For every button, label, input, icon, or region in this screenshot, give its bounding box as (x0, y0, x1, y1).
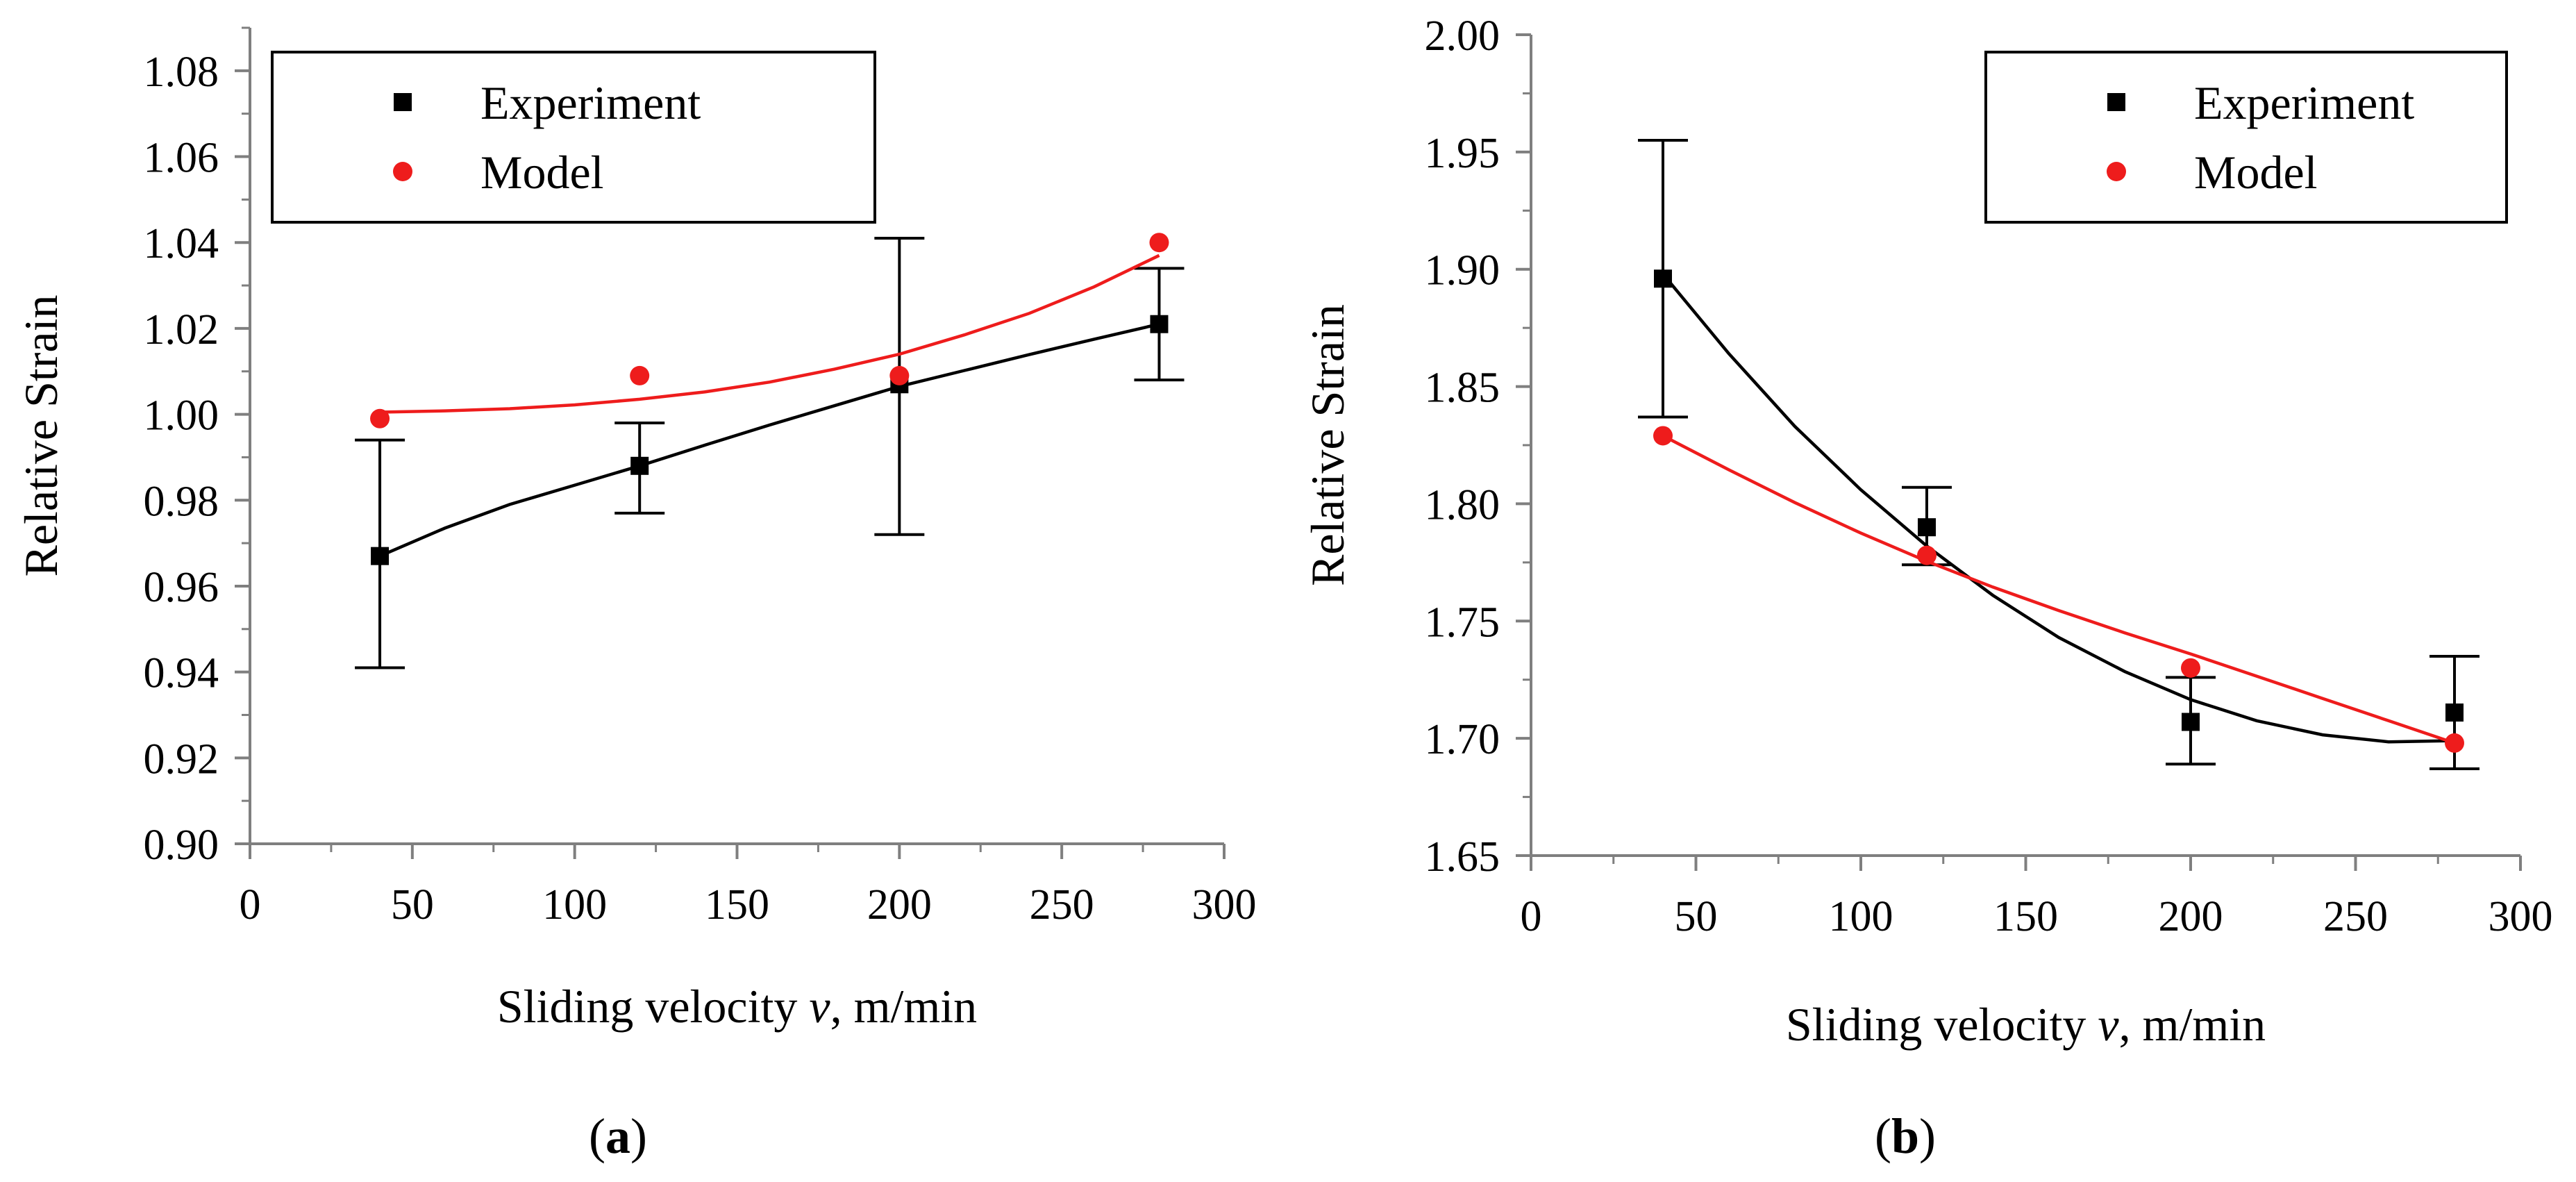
model-point (2445, 733, 2464, 753)
model-trend-line (1662, 434, 2455, 745)
panel-label-letter: b (1891, 1108, 1919, 1164)
panel-label: (b) (1875, 1108, 1936, 1164)
experiment-point (1654, 269, 1672, 288)
x-tick-label: 300 (1192, 881, 1257, 929)
y-tick-label: 1.70 (1425, 716, 1500, 763)
experiment-point (2182, 713, 2200, 731)
y-tick-label: 0.94 (144, 650, 219, 697)
legend-label: Experiment (480, 76, 701, 129)
legend-box (1984, 51, 2508, 224)
x-tick-label: 200 (2159, 893, 2223, 940)
x-tick-label: 50 (1675, 893, 1718, 940)
y-tick-label: 1.95 (1425, 130, 1500, 177)
y-tick-label: 0.96 (144, 564, 219, 611)
panel-label-letter: a (605, 1108, 630, 1164)
model-point (630, 365, 650, 385)
y-tick-label: 1.75 (1425, 599, 1500, 646)
x-tick-label: 250 (2323, 893, 2388, 940)
legend-marker-experiment (394, 93, 412, 111)
y-axis-title: Relative Strain (15, 294, 67, 576)
y-tick-label: 1.08 (144, 49, 219, 96)
model-point (1917, 545, 1937, 565)
x-axis-title-part: , m/min (830, 980, 978, 1033)
x-tick-label: 0 (240, 881, 261, 929)
experiment-trend-line (379, 322, 1160, 558)
y-tick-label: 1.65 (1425, 833, 1500, 881)
x-axis-title-part: Sliding velocity (497, 980, 810, 1033)
panel-label-open: ( (1875, 1108, 1891, 1164)
model-point (1653, 426, 1673, 446)
y-tick-label: 1.04 (144, 220, 219, 267)
x-axis-title: Sliding velocity v, m/min (497, 980, 977, 1033)
x-tick-label: 0 (1521, 893, 1542, 940)
y-tick-label: 0.92 (144, 735, 219, 783)
x-axis-title-part: v (2098, 998, 2119, 1051)
experiment-point (1918, 518, 1936, 537)
x-axis-title-part: v (809, 980, 830, 1033)
y-tick-label: 1.06 (144, 135, 219, 182)
model-trend-line (380, 253, 1160, 414)
x-axis-title-part: Sliding velocity (1786, 998, 2098, 1051)
y-tick-label: 1.85 (1425, 365, 1500, 412)
experiment-trend-line (1662, 273, 2455, 744)
y-tick-label: 2.00 (1425, 13, 1500, 60)
legend-label: Experiment (2194, 76, 2414, 129)
panel-label-open: ( (589, 1108, 605, 1164)
legend: Experiment Model (271, 51, 876, 224)
experiment-point (371, 547, 390, 565)
experiment-point (1150, 315, 1169, 333)
model-point (1149, 233, 1169, 253)
experiment-point (2445, 703, 2464, 722)
legend-label: Model (2194, 146, 2318, 199)
panel-label-close: ) (1919, 1108, 1936, 1164)
x-tick-label: 300 (2489, 893, 2553, 940)
legend-marker-experiment (2107, 93, 2125, 111)
panel-label: (a) (589, 1108, 647, 1164)
chart-panel-a: 0.90 0.92 0.94 0.96 0.98 1.00 1.02 1.04 1.06 1.08… (15, 26, 1257, 1164)
x-tick-label: 150 (705, 881, 769, 929)
x-axis-title-part: , m/min (2119, 998, 2266, 1051)
model-point (2181, 658, 2200, 678)
x-tick-label: 100 (542, 881, 607, 929)
experiment-point (630, 456, 649, 475)
y-axis-title: Relative Strain (1301, 304, 1354, 586)
y-tick-label: 1.00 (144, 392, 219, 440)
chart-panel-b: 1.65 1.70 1.75 1.80 1.85 1.90 1.95 2.00 0 50 100 15… (1301, 13, 2553, 1164)
y-tick-label: 1.90 (1425, 247, 1500, 294)
x-tick-label: 50 (391, 881, 434, 929)
y-tick-label: 0.98 (144, 478, 219, 525)
x-tick-label: 200 (867, 881, 932, 929)
model-point (889, 365, 910, 385)
x-tick-label: 250 (1030, 881, 1094, 929)
legend-marker-model (2107, 162, 2126, 181)
y-tick-label: 0.90 (144, 822, 219, 869)
legend-label: Model (480, 146, 604, 199)
panel-label-close: ) (630, 1108, 647, 1164)
y-tick-label: 1.80 (1425, 481, 1500, 528)
x-tick-label: 150 (1993, 893, 2058, 940)
legend: Experiment Model (1984, 51, 2508, 224)
legend-marker-model (393, 162, 412, 181)
x-tick-label: 100 (1829, 893, 1893, 940)
legend-box (271, 51, 876, 224)
y-tick-label: 1.02 (144, 306, 219, 353)
model-point (370, 408, 390, 428)
x-axis-title: Sliding velocity v, m/min (1786, 998, 2266, 1051)
